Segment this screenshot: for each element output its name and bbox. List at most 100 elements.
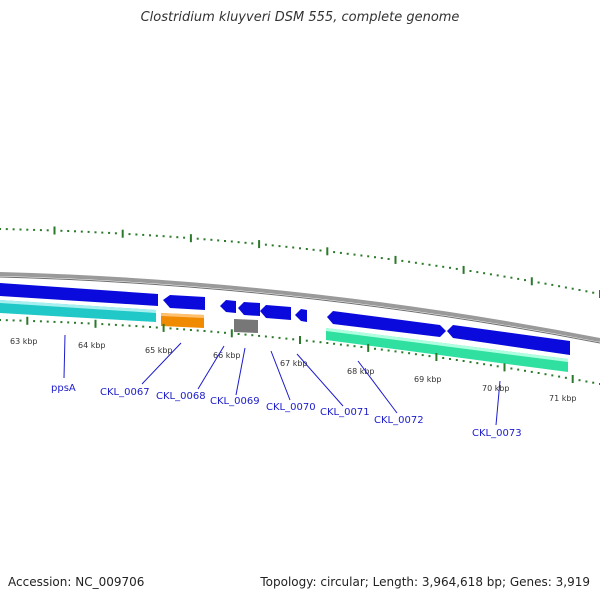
inner-minor-tick [60, 321, 62, 323]
outer-minor-tick [401, 260, 403, 262]
inner-minor-tick [224, 332, 226, 334]
outer-minor-tick [285, 246, 287, 248]
outer-minor-tick [231, 241, 233, 243]
outer-minor-tick [245, 242, 247, 244]
leader-CKL_0068 [198, 346, 224, 389]
outer-minor-tick [340, 252, 342, 254]
inner-minor-tick [415, 353, 417, 355]
inner-minor-tick [204, 330, 206, 332]
outer-minor-tick [572, 288, 574, 290]
inner-minor-tick [285, 338, 287, 340]
outer-minor-tick [81, 231, 83, 233]
inner-minor-tick [565, 377, 567, 379]
outer-minor-tick [101, 232, 103, 234]
inner-minor-tick [54, 321, 56, 323]
inner-major-tick [504, 363, 506, 371]
genome-stats-text: Topology: circular; Length: 3,964,618 bp… [260, 575, 590, 589]
inner-minor-tick [176, 328, 178, 330]
outer-minor-tick [13, 228, 15, 230]
outer-minor-tick [197, 238, 199, 240]
outer-minor-tick [517, 278, 519, 280]
leader-CKL_0071 [297, 354, 343, 406]
accession-text: Accession: NC_009706 [8, 575, 144, 589]
inner-minor-tick [217, 331, 219, 333]
inner-minor-tick [13, 319, 15, 321]
feature-gray[interactable] [234, 319, 258, 333]
inner-minor-tick [401, 351, 403, 353]
outer-minor-tick [149, 234, 151, 236]
inner-minor-tick [592, 382, 594, 384]
cds-forward-3[interactable] [220, 300, 236, 313]
gene-label-CKL_0072[interactable]: CKL_0072 [374, 415, 424, 426]
outer-minor-tick [279, 245, 281, 247]
outer-minor-tick [6, 228, 8, 230]
outer-minor-tick [217, 239, 219, 241]
inner-minor-tick [483, 363, 485, 365]
gene-label-ppsA[interactable]: ppsA [51, 383, 76, 394]
inner-minor-tick [429, 355, 431, 357]
inner-minor-tick [524, 370, 526, 372]
gene-label-CKL_0069[interactable]: CKL_0069 [210, 396, 260, 407]
inner-minor-tick [531, 371, 533, 373]
inner-minor-tick [347, 344, 349, 346]
outer-minor-tick [88, 231, 90, 233]
outer-minor-tick [551, 284, 553, 286]
scale-label-64: 64 kbp [78, 341, 106, 350]
cds-forward-4[interactable] [238, 302, 260, 316]
outer-minor-tick [504, 276, 506, 278]
inner-minor-tick [395, 350, 397, 352]
outer-minor-tick [456, 268, 458, 270]
inner-minor-tick [422, 354, 424, 356]
outer-minor-tick [210, 239, 212, 241]
inner-major-tick [367, 344, 369, 352]
outer-major-tick [54, 227, 56, 235]
outer-minor-tick [176, 236, 178, 238]
inner-minor-tick [190, 329, 192, 331]
inner-major-tick [299, 336, 301, 344]
inner-minor-tick [470, 361, 472, 363]
outer-minor-tick [292, 247, 294, 249]
outer-minor-tick [60, 230, 62, 232]
inner-minor-tick [381, 349, 383, 351]
outer-minor-tick [442, 266, 444, 268]
scale-label-69: 69 kbp [414, 375, 442, 384]
outer-tick-ring [0, 227, 600, 299]
inner-minor-tick [374, 348, 376, 350]
inner-minor-tick [0, 319, 1, 321]
outer-minor-tick [170, 236, 172, 238]
cds-forward-5[interactable] [260, 305, 291, 320]
gene-label-CKL_0071[interactable]: CKL_0071 [320, 407, 370, 418]
inner-minor-tick [510, 368, 512, 370]
inner-minor-tick [238, 333, 240, 335]
scale-label-71: 71 kbp [549, 394, 577, 403]
gene-label-CKL_0068[interactable]: CKL_0068 [156, 391, 206, 402]
inner-minor-tick [6, 319, 8, 321]
cds-forward-6[interactable] [295, 309, 307, 322]
genome-map: 63 kbp 64 kbp 65 kbp 66 kbp 67 kbp 68 kb… [0, 0, 600, 600]
cds-forward-2[interactable] [163, 295, 205, 310]
inner-minor-tick [88, 322, 90, 324]
outer-minor-tick [306, 248, 308, 250]
gene-label-CKL_0070[interactable]: CKL_0070 [266, 402, 316, 413]
leader-ppsA [64, 335, 65, 378]
outer-minor-tick [374, 256, 376, 258]
outer-minor-tick [510, 277, 512, 279]
inner-minor-tick [245, 334, 247, 336]
outer-minor-tick [95, 231, 97, 233]
inner-minor-tick [545, 373, 547, 375]
inner-minor-tick [279, 337, 281, 339]
outer-minor-tick [565, 287, 567, 289]
inner-minor-tick [142, 326, 144, 328]
inner-minor-tick [333, 343, 335, 345]
outer-minor-tick [272, 244, 274, 246]
inner-minor-tick [326, 342, 328, 344]
outer-minor-tick [156, 235, 158, 237]
outer-minor-tick [381, 257, 383, 259]
inner-minor-tick [449, 358, 451, 360]
gene-label-CKL_0067[interactable]: CKL_0067 [100, 387, 150, 398]
outer-minor-tick [251, 242, 253, 244]
scale-label-67: 67 kbp [280, 359, 308, 368]
gene-label-CKL_0073[interactable]: CKL_0073 [472, 428, 522, 439]
outer-minor-tick [415, 262, 417, 264]
inner-minor-tick [74, 322, 76, 324]
